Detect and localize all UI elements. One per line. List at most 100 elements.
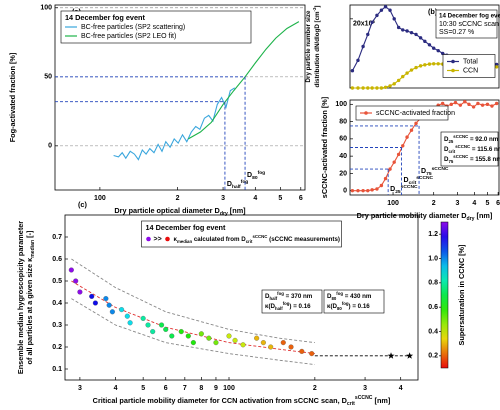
text-part: D [271, 303, 276, 310]
data-point [418, 64, 423, 68]
text-part: distribution dN/dlog [314, 28, 321, 87]
text-part: 80 [252, 175, 258, 181]
y-tick-label: 0.3 [52, 322, 62, 329]
x-tick-label: 8 [199, 385, 203, 392]
y-tick-label: 0.5 [52, 278, 62, 285]
legend-symbol: >> [154, 236, 162, 243]
legend-box [141, 220, 342, 248]
text-part: fog [258, 170, 266, 176]
text-part: = 430 nm [343, 293, 372, 300]
text-part: κ [174, 236, 178, 243]
text-part: D [444, 136, 449, 143]
y-axis-label: Ensemble median hygroscopicity parameter [16, 221, 25, 374]
y-tick-label: 0 [343, 188, 347, 195]
x-tick-label: 100 [223, 385, 235, 392]
data-point [379, 8, 384, 12]
x-axis-label: Dry particle optical diameter Ddry [nm] [114, 206, 246, 217]
text-part: D [241, 236, 246, 243]
text-part: sCCNC [355, 395, 373, 401]
data-point [392, 82, 396, 86]
star-marker [406, 352, 414, 359]
data-point [299, 348, 305, 354]
data-point [480, 103, 485, 107]
reference-label: D25sCCNC [390, 184, 418, 195]
text-part: D [421, 168, 426, 175]
data-point [401, 144, 405, 148]
text-part: sCCNC [401, 184, 418, 190]
data-point [124, 313, 130, 319]
data-point [350, 69, 355, 73]
annotation-text: D80fog = 430 nm [327, 291, 372, 301]
x-tick-label: 2 [432, 200, 436, 207]
colorbar-tick-label: 1.0 [428, 255, 438, 262]
text-part: crit [246, 239, 253, 244]
data-point [163, 326, 169, 332]
text-part: ] [314, 6, 321, 8]
data-point [431, 46, 436, 50]
note-box [435, 9, 498, 39]
data-point [418, 36, 423, 40]
data-point [361, 44, 365, 49]
colorbar-label: Supersaturation in CCNC [%] [457, 244, 466, 346]
data-point [392, 17, 396, 21]
data-point [423, 39, 427, 44]
x-tick-label: 3 [78, 385, 82, 392]
text-part: dry [467, 216, 475, 222]
colorbar [440, 221, 449, 369]
y-tick-label: 100 [40, 5, 52, 12]
data-point [375, 86, 379, 90]
text-part: half [232, 184, 241, 190]
legend-label: sCCNC-activated fraction [376, 110, 455, 117]
data-point [288, 344, 294, 350]
y-axis-label: of all particles at a given size κmedian… [25, 230, 36, 364]
text-part: D [215, 206, 220, 215]
text-part: fog [277, 291, 284, 296]
text-part: sCCNC [453, 134, 468, 139]
data-point [388, 84, 392, 88]
x-tick-label: 5 [278, 195, 282, 202]
data-point [414, 32, 418, 37]
data-point [106, 302, 112, 308]
value-box [440, 131, 499, 167]
data-point [436, 48, 440, 53]
x-tick-label: 3 [221, 195, 225, 202]
text-part: half [269, 296, 277, 301]
x-tick-label: 7 [183, 385, 187, 392]
text-part: Critical particle mobility diameter for … [93, 396, 342, 405]
text-part: ) = 0.16 [349, 303, 371, 310]
y-tick-label: 80 [339, 118, 347, 125]
value-box-text: D25sCCNC = 92.0 nm [444, 134, 499, 144]
data-point [494, 62, 499, 67]
data-point [356, 58, 360, 63]
text-part: sCCNC [416, 175, 433, 181]
data-point [268, 344, 274, 350]
data-point [361, 86, 365, 90]
data-point [370, 86, 374, 90]
text-part: κ( [265, 303, 271, 310]
data-point [494, 65, 499, 69]
text-part: κ [25, 257, 34, 262]
data-point [383, 5, 388, 9]
text-part: fog [283, 301, 290, 306]
plot-frame [64, 214, 419, 381]
annotation-box [261, 289, 323, 314]
data-point [190, 340, 196, 346]
legend-marker [146, 236, 151, 242]
text-part: crit [409, 180, 417, 186]
text-part: (sCCNC measurements) [267, 236, 340, 243]
data-point [494, 101, 499, 106]
legend-box [442, 54, 496, 78]
data-point [405, 29, 409, 33]
data-point [375, 13, 379, 18]
data-point [396, 152, 401, 157]
note-text: SS=0.27 % [439, 29, 474, 36]
y-tick-label: 20x10³ [353, 21, 375, 28]
data-point [427, 62, 432, 66]
note-text: 10:30 sCCNC scan [439, 21, 499, 28]
data-point [379, 183, 384, 188]
text-part: D [461, 211, 466, 220]
x-axis-label: Critical particle mobility diameter for … [93, 395, 391, 407]
data-point [178, 329, 184, 335]
text-part: 80 [337, 306, 342, 311]
